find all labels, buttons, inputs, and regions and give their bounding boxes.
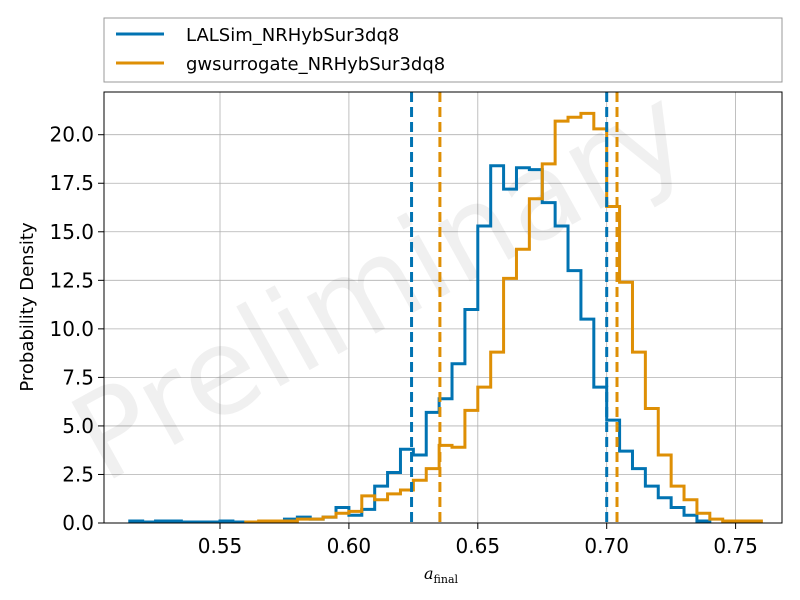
x-axis-label-main: a [424, 564, 434, 583]
y-tick-label: 15.0 [49, 220, 94, 244]
credible-interval-lines [410, 92, 619, 523]
y-tick-label: 5.0 [62, 414, 94, 438]
x-axis-ticks: 0.55 0.60 0.65 0.70 0.75 [198, 523, 758, 558]
y-tick-label: 7.5 [62, 365, 94, 389]
grid-lines [104, 92, 782, 524]
x-tick-label: 0.70 [584, 534, 629, 558]
x-tick-label: 0.75 [713, 534, 758, 558]
x-tick-label: 0.65 [456, 534, 501, 558]
y-tick-label: 10.0 [49, 317, 94, 341]
legend-label-lalsim: LALSim_NRHybSur3dq8 [186, 25, 399, 46]
y-tick-label: 20.0 [49, 123, 94, 147]
legend-box [103, 17, 783, 83]
y-axis-label: Probability Density [17, 222, 38, 392]
y-tick-label: 2.5 [62, 462, 94, 486]
legend: LALSim_NRHybSur3dq8 gwsurrogate_NRHybSur… [103, 17, 783, 83]
x-axis-label: afinal [424, 564, 459, 586]
x-axis-label-sub: final [434, 573, 459, 586]
plot-frame [103, 91, 783, 524]
legend-label-gwsurrogate: gwsurrogate_NRHybSur3dq8 [186, 54, 445, 75]
x-tick-label: 0.60 [327, 534, 372, 558]
y-axis-ticks: 0.0 2.5 5.0 7.5 10.0 12.5 15.0 17.5 20.0 [49, 123, 104, 535]
x-tick-label: 0.55 [198, 534, 243, 558]
watermark-text: Preliminary [50, 60, 710, 510]
histogram-series-gwsurrogate [244, 111, 763, 524]
y-tick-label: 0.0 [62, 511, 94, 535]
y-tick-label: 12.5 [49, 268, 94, 292]
y-tick-label: 17.5 [49, 171, 94, 195]
